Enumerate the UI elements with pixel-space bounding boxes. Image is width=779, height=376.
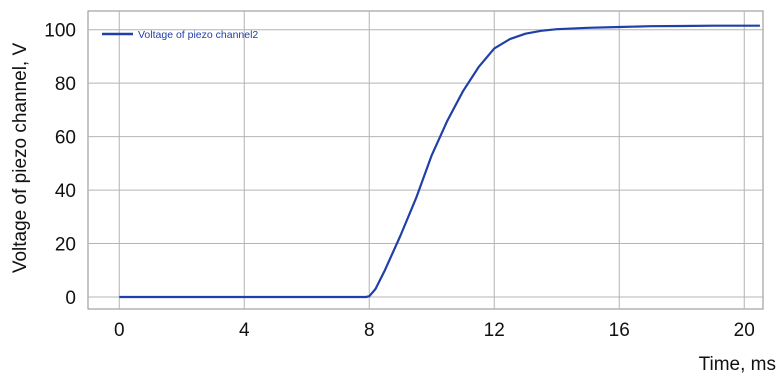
x-tick-label: 16 [609,320,630,341]
plot-border [87,10,764,310]
x-axis-label: Time, ms [699,354,776,375]
y-axis-label: Voltage of piezo channel, V [10,43,31,274]
x-tick-label: 12 [484,320,505,341]
series-line [119,24,760,299]
series-layer [119,24,760,299]
y-tick-label: 60 [55,128,76,149]
plot-area [87,10,764,310]
y-tick-label: 80 [55,74,76,95]
legend-label: Voltage of piezo channel2 [138,29,258,41]
legend: Voltage of piezo channel2 [102,29,258,41]
x-tick-label: 8 [364,320,375,341]
y-tick-label: 100 [44,21,76,42]
y-tick-label: 20 [55,235,76,256]
x-tick-label: 4 [239,320,250,341]
y-tick-label: 0 [65,288,76,309]
x-tick-labels: 0 4 8 12 16 20 [114,320,755,341]
y-tick-label: 40 [55,181,76,202]
x-tick-label: 20 [734,320,755,341]
y-tick-labels: 0 20 40 60 80 100 [44,21,76,309]
x-tick-label: 0 [114,320,125,341]
